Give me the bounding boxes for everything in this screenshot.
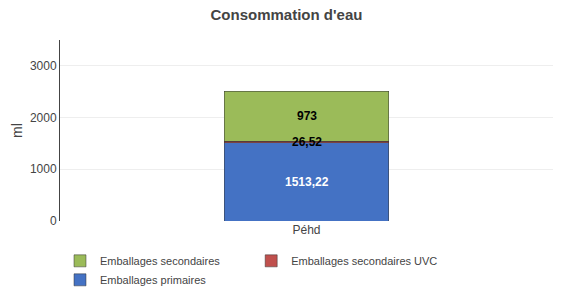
svg-text:3000: 3000 [30, 59, 57, 73]
svg-text:1000: 1000 [30, 162, 57, 176]
svg-text:Péhd: Péhd [292, 223, 320, 237]
svg-text:Emballages secondaires UVC: Emballages secondaires UVC [291, 255, 437, 267]
svg-text:2000: 2000 [30, 111, 57, 125]
svg-text:Consommation d'eau: Consommation d'eau [211, 6, 363, 23]
svg-text:26,52: 26,52 [292, 135, 322, 149]
svg-text:Emballages primaires: Emballages primaires [100, 274, 206, 286]
svg-text:973: 973 [297, 109, 317, 123]
svg-text:0: 0 [50, 214, 57, 228]
svg-text:Emballages secondaires: Emballages secondaires [100, 255, 220, 267]
svg-text:ml: ml [9, 123, 25, 138]
svg-text:1513,22: 1513,22 [285, 175, 329, 189]
